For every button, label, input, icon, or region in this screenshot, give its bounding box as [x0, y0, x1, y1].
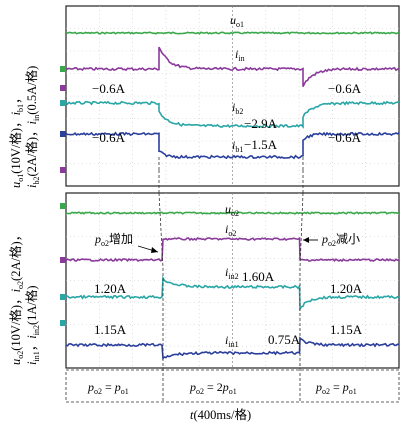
trace-uo2: [65, 211, 399, 215]
region-box: [65, 369, 400, 403]
anno-bot-iin2-left: 1.20A: [94, 281, 127, 296]
trace-io2: [65, 236, 400, 263]
label-uo1: uo1: [230, 13, 244, 29]
label-uo2: uo2: [225, 202, 239, 218]
anno-bot-iin2-mid: 1.60A: [242, 269, 275, 284]
y-axis-label-bottom: uo2(10V/格)，io2(2A/格)，: [8, 229, 25, 365]
channel-marker: [60, 66, 66, 72]
bottom-scope-grid: [66, 193, 399, 368]
channel-marker: [60, 294, 66, 300]
arrowhead-increase: [151, 247, 158, 253]
x-axis-label: t(400ms/格): [190, 407, 251, 422]
trace-ib2: [65, 100, 399, 129]
y-axis-label-top: uo1(10V/格)，ib1，: [8, 91, 25, 188]
trace-uo1: [65, 31, 400, 35]
anno-top-ib2-mid: −2.9A: [244, 116, 278, 131]
label-io2: io2: [225, 222, 236, 238]
trace-group: [60, 31, 400, 360]
y-axis-label-top-2: ib2(2A/格)，iin(0.5A/格): [24, 66, 41, 188]
trace-iin: [65, 46, 400, 87]
event-po2-decrease: po2减小: [321, 232, 360, 248]
channel-marker: [60, 167, 66, 173]
arrowhead-decrease: [303, 237, 309, 243]
channel-marker: [60, 257, 66, 263]
anno-top-ib1-left: −0.6A: [92, 130, 126, 145]
label-iin2: iin2: [225, 265, 239, 281]
label-ib1: ib1: [232, 138, 243, 154]
event-po2-increase: po2增加: [94, 232, 133, 248]
top-scope-grid: [66, 6, 399, 186]
anno-top-iin-left: −0.6A: [92, 81, 126, 96]
trace-iin2: [65, 275, 400, 312]
label-ib2: ib2: [232, 100, 243, 116]
y-axis-label-bottom-2: iin1，iin2(1A/格): [24, 285, 41, 365]
anno-bot-iin1-right: 1.15A: [330, 322, 363, 337]
anno-top-ib1-mid: −1.5A: [244, 137, 278, 152]
channel-marker: [60, 85, 66, 91]
anno-bot-iin1-left: 1.15A: [94, 322, 127, 337]
channel-marker: [60, 131, 66, 137]
anno-top-ib1-right: −0.6A: [328, 130, 362, 145]
connector-right-bottom: [299, 192, 304, 269]
label-iin: iin: [235, 47, 245, 63]
region-label-3: po2 = po1: [315, 380, 357, 396]
channel-marker: [60, 320, 66, 326]
channel-marker: [60, 100, 66, 106]
channel-marker: [60, 203, 66, 209]
region-label-2: po2 = 2po1: [189, 380, 237, 396]
anno-bot-iin1-mid: 0.75A: [268, 332, 301, 347]
anno-bot-iin2-right: 1.20A: [330, 281, 363, 296]
connector-left-bottom: [158, 192, 164, 269]
trace-ib1: [65, 131, 400, 160]
anno-top-iin-right: −0.6A: [328, 81, 362, 96]
trace-iin1: [65, 336, 400, 360]
region-label-1: po2 = po1: [87, 380, 129, 396]
label-iin1: iin1: [225, 333, 239, 349]
